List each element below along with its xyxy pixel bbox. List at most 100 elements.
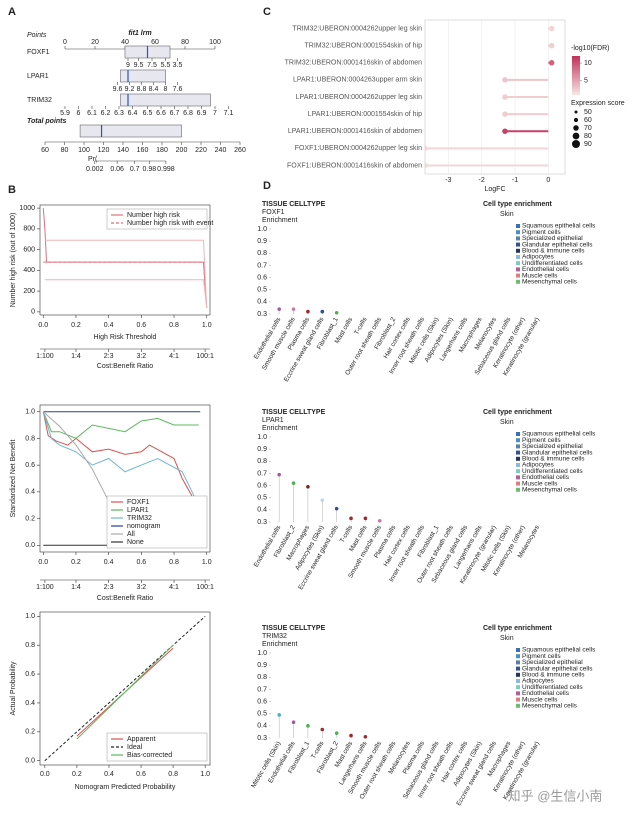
y-tick-label: 0.8 xyxy=(257,458,267,465)
legend-swatch xyxy=(516,660,520,665)
legend-label: Glandular epithelial cells xyxy=(522,241,593,248)
legend-tick-label: 70 xyxy=(584,125,592,132)
y-tick-label: 0.0 xyxy=(25,758,35,765)
legend-tick-label: 60 xyxy=(584,117,592,124)
point xyxy=(548,60,555,66)
panel-label: D xyxy=(263,180,271,192)
tick-label: 6.2 xyxy=(101,110,111,117)
x2-tick-label: 100:1 xyxy=(196,584,214,591)
tick-label: 6.5 xyxy=(143,110,153,117)
point xyxy=(291,307,296,311)
y-tick-label: 0.9 xyxy=(257,662,267,669)
tissue: Skin xyxy=(500,211,514,218)
legend-tick-label: 10 xyxy=(584,60,592,67)
tick-label: 100 xyxy=(209,39,221,46)
legend-box xyxy=(106,208,208,230)
y-tick-label: TRIM32:UBERON:0001416skin of abdomen xyxy=(285,60,422,67)
tissue: Skin xyxy=(500,419,514,426)
point xyxy=(548,42,555,49)
tick-label: 20 xyxy=(91,39,99,46)
size-key xyxy=(572,132,580,140)
x-tick-label: 0.8 xyxy=(168,771,178,778)
tick-label: 8.8 xyxy=(137,86,147,93)
y-tick-label: 0.3 xyxy=(257,519,267,526)
y-tick-label: 1.0 xyxy=(25,613,35,620)
tick-label: 80 xyxy=(181,39,189,46)
y-tick-label: 0.4 xyxy=(25,489,35,496)
row-label: TRIM32 xyxy=(27,97,52,104)
point xyxy=(277,472,281,477)
gene: FOXF1 xyxy=(262,209,285,216)
tick-label: 9 xyxy=(126,62,130,69)
legend-label: Adipocytes xyxy=(522,254,555,261)
legend-swatch xyxy=(516,481,520,486)
point xyxy=(291,481,296,485)
legend-swatch xyxy=(516,267,520,272)
y-tick-label: 0.2 xyxy=(25,515,35,522)
y-tick-label: 800 xyxy=(23,226,35,233)
x-tick-label: 0.0 xyxy=(38,559,48,566)
tick-label: 6.7 xyxy=(170,110,180,117)
x2-tick-label: 1:4 xyxy=(71,353,81,360)
x-axis-label: Nomogram Predicted Probability xyxy=(75,784,176,791)
tick-label: 40 xyxy=(121,39,129,46)
x2-axis-label: Cost:Benefit Ratio xyxy=(97,595,154,602)
legend-label: Glandular epithelial cells xyxy=(522,665,593,672)
point xyxy=(363,734,368,739)
y-tick-label: FOXF1:UBERON:0004262upper leg skin xyxy=(295,145,422,152)
point xyxy=(502,94,508,100)
tick-label: 180 xyxy=(156,147,168,154)
point xyxy=(334,310,339,315)
plot-frame xyxy=(39,404,211,553)
legend-label: Mesenchymal cells xyxy=(522,703,578,710)
legend-title: Cell type enrichment xyxy=(483,625,553,632)
size-key xyxy=(573,125,579,131)
legend-swatch xyxy=(516,487,520,492)
legend-label: Endothelial cells xyxy=(522,474,570,481)
y-axis-label: Standardized Net Benefit xyxy=(10,440,17,518)
legend-swatch xyxy=(516,273,520,278)
x-tick-label: 0 xyxy=(546,177,550,184)
y-tick-label: 400 xyxy=(23,267,35,274)
legend-swatch xyxy=(516,456,520,461)
series-line xyxy=(44,615,206,762)
legend-label: Ideal xyxy=(127,744,143,751)
legend-label: Endothelial cells xyxy=(522,266,570,273)
series-line xyxy=(44,239,208,308)
x2-tick-label: 2:3 xyxy=(104,353,114,360)
legend-swatch xyxy=(516,654,520,659)
legend-swatch xyxy=(516,432,520,436)
y-tick-label: 200 xyxy=(23,288,35,295)
legend-swatch xyxy=(516,672,520,677)
y-axis-label: Enrichment xyxy=(262,217,297,224)
tick-label: 7.5 xyxy=(147,62,157,69)
legend-swatch xyxy=(516,469,520,474)
legend-title: Expression score xyxy=(571,100,625,107)
legend-swatch xyxy=(516,230,520,235)
point xyxy=(425,162,428,169)
header: TISSUE CELLTYPE xyxy=(262,201,326,208)
x2-tick-label: 4:1 xyxy=(169,584,179,591)
legend-label: Specialized epithelial xyxy=(522,443,583,450)
point xyxy=(320,309,325,314)
size-key xyxy=(572,140,580,148)
box xyxy=(79,124,182,138)
tick-label: 7.1 xyxy=(224,110,234,117)
legend-swatch xyxy=(516,450,520,455)
y-tick-label: 0.6 xyxy=(257,274,267,281)
y-axis-label: Enrichment xyxy=(262,425,297,432)
point xyxy=(291,720,296,725)
legend-label: Blood & immune cells xyxy=(522,248,585,255)
tick-label: 8.4 xyxy=(149,86,159,93)
series-line xyxy=(43,261,208,308)
y-tick-label: 0.5 xyxy=(257,495,267,502)
tick-label: 140 xyxy=(117,147,129,154)
legend-label: Muscle cells xyxy=(522,696,558,703)
legend-label: Specialized epithelial xyxy=(522,235,583,242)
legend-label: None xyxy=(127,539,144,546)
x-axis-label: High Risk Threshold xyxy=(94,334,157,341)
y-tick-label: 0.2 xyxy=(25,729,35,736)
row-label: FOXF1 xyxy=(27,49,50,56)
tick-label: 120 xyxy=(98,147,110,154)
tick-label: 0.7 xyxy=(130,166,140,173)
